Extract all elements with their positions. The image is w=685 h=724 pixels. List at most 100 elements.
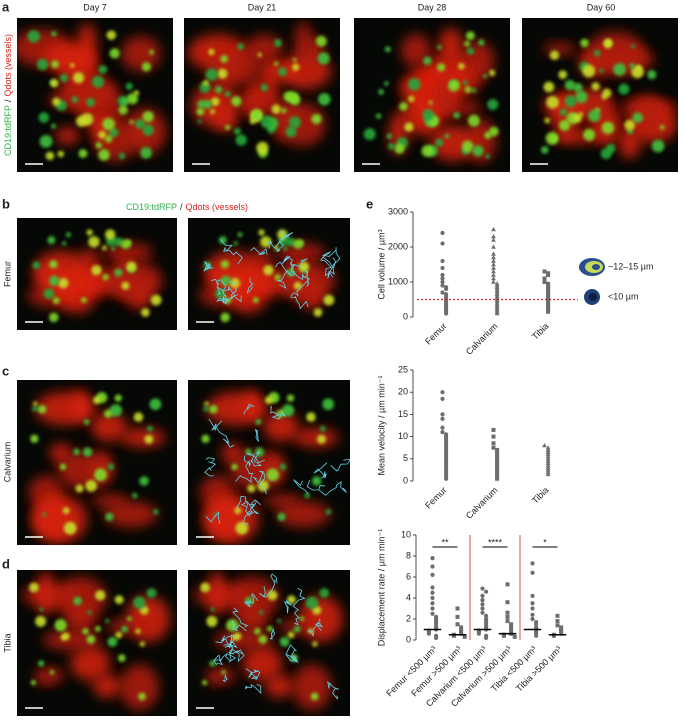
cell-signal <box>267 625 273 632</box>
micrograph <box>188 570 350 716</box>
cell-signal <box>59 73 69 83</box>
vessel-signal <box>34 391 94 426</box>
significance-label: * <box>543 537 547 547</box>
vessel-signal <box>33 498 71 539</box>
cell-signal <box>453 111 461 119</box>
cell-track <box>216 280 237 295</box>
cell-signal <box>408 95 415 103</box>
cell-signal <box>363 128 376 141</box>
cell-signal <box>78 148 88 158</box>
data-point <box>480 598 485 603</box>
cell-signal <box>487 98 499 111</box>
cell-signal <box>603 39 613 49</box>
data-point <box>505 610 510 615</box>
vessel-signal <box>276 501 331 528</box>
y-tick-label: 8 <box>406 550 411 560</box>
data-point <box>462 634 467 639</box>
y-tick-label: 15 <box>398 409 408 419</box>
cell-track <box>275 261 293 289</box>
cell-signal <box>559 108 568 116</box>
cell-signal <box>36 58 49 71</box>
cell-signal <box>281 107 287 114</box>
y-tick-label: 5 <box>403 453 408 463</box>
cell-track <box>245 684 262 695</box>
data-point <box>430 572 435 578</box>
cell-signal <box>43 288 55 300</box>
data-point <box>440 390 445 395</box>
cell-signal <box>266 468 280 482</box>
cell-signal <box>126 93 139 105</box>
data-point <box>491 279 496 284</box>
cell-signal <box>478 39 485 46</box>
cell-signal <box>95 590 106 601</box>
cell-signal <box>54 619 67 632</box>
cell-track <box>268 236 286 252</box>
cell-track <box>254 428 259 442</box>
vessel-signal <box>206 391 266 426</box>
vessel-signal <box>542 43 576 56</box>
cell-track <box>203 261 214 272</box>
data-point <box>495 476 500 481</box>
data-point <box>459 627 464 632</box>
label-part: / <box>3 99 13 102</box>
cell-signal <box>630 44 636 49</box>
panel-letter: c <box>2 363 9 378</box>
column-label: Day 60 <box>587 2 616 12</box>
data-point <box>440 412 445 417</box>
cell-signal <box>322 398 335 411</box>
cell-signal <box>618 83 630 95</box>
data-point <box>491 251 496 256</box>
data-point <box>491 265 496 270</box>
cell-track <box>208 418 235 448</box>
cell-signal <box>118 654 126 662</box>
row-label: Tibia <box>2 633 12 652</box>
micrograph <box>188 380 350 545</box>
vessel-signal <box>33 250 90 295</box>
cell-signal <box>304 492 311 499</box>
cell-signal <box>260 236 272 248</box>
cell-signal <box>45 151 55 161</box>
cell-signal <box>386 133 393 139</box>
cell-signal <box>465 31 475 41</box>
cell-track <box>307 624 322 637</box>
cell-signal <box>437 63 446 72</box>
cell-signal <box>51 123 56 129</box>
cell-track <box>227 648 245 663</box>
cell-signal <box>201 434 210 443</box>
data-point <box>542 276 547 281</box>
cell-signal <box>283 246 288 251</box>
cell-signal <box>109 404 122 417</box>
cell-signal <box>448 79 460 92</box>
data-point <box>484 589 489 594</box>
cell-signal <box>62 507 70 515</box>
cell-signal <box>146 588 157 598</box>
cell-signal <box>202 680 208 686</box>
cell-signal <box>39 607 44 612</box>
cell-signal <box>87 610 92 615</box>
data-point <box>480 606 485 611</box>
cell-signal <box>231 463 238 471</box>
data-point <box>491 258 496 263</box>
data-point <box>542 269 547 274</box>
cell-signal <box>108 127 119 138</box>
cell-signal <box>471 88 477 93</box>
cell-signal <box>125 82 133 90</box>
cell-signal <box>118 105 128 115</box>
data-point <box>440 241 445 246</box>
data-point <box>505 614 510 619</box>
data-point <box>491 441 496 446</box>
data-point <box>444 286 449 292</box>
cell-track <box>327 680 339 700</box>
cell-track <box>306 479 326 491</box>
data-point <box>430 556 435 561</box>
panel-letter: a <box>2 0 10 14</box>
cell-track <box>269 628 276 640</box>
data-point <box>495 465 500 470</box>
cell-signal <box>39 134 53 148</box>
cell-signal <box>142 111 154 123</box>
cell-track <box>232 607 249 628</box>
data-point <box>495 447 500 452</box>
cell-signal <box>384 46 391 53</box>
cell-signal <box>312 641 318 647</box>
row-label: Calvarium <box>2 442 12 483</box>
